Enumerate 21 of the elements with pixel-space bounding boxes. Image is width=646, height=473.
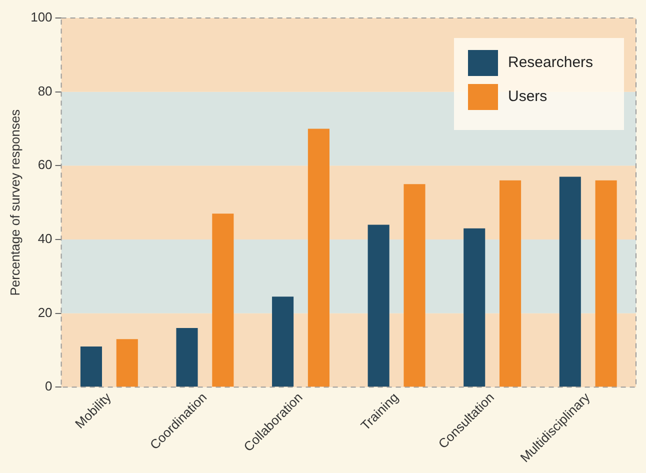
bar [595,180,617,387]
bar [272,296,294,387]
bar [176,328,198,387]
bar [559,176,581,387]
bar [80,346,102,387]
bar [464,228,486,387]
y-tick-label: 0 [45,378,52,394]
legend-label: Researchers [508,54,594,72]
bar [116,339,138,387]
bar [308,128,330,387]
y-tick-label: 100 [30,10,52,25]
bar [500,180,522,387]
bar [212,214,234,387]
y-tick-label: 20 [38,304,52,320]
y-tick-label: 60 [38,157,52,172]
y-axis-title: Percentage of survey responses [7,108,22,296]
y-tick-label: 40 [38,231,52,246]
legend-label: Users [508,88,548,106]
bar [368,224,390,387]
y-tick-label: 80 [38,83,52,98]
bar [404,184,426,387]
